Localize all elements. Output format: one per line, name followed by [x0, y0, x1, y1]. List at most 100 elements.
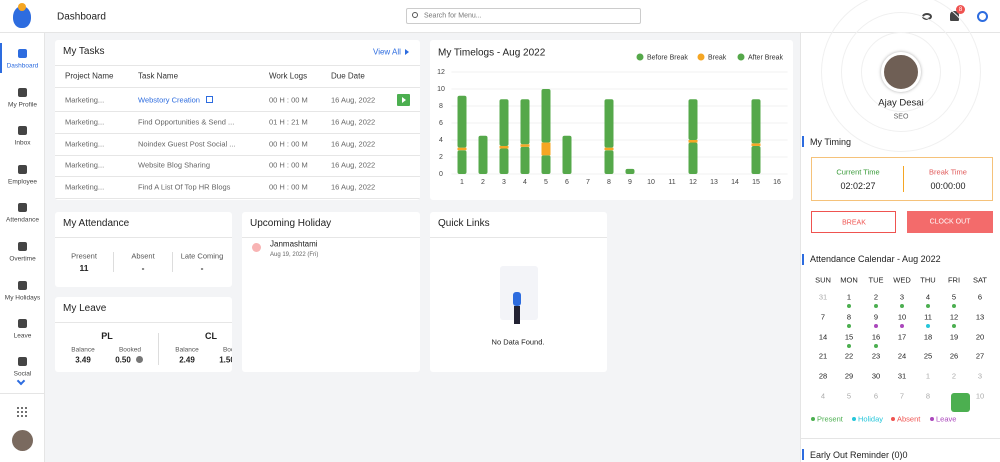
calendar-day[interactable]: 23: [871, 351, 881, 361]
nav-icon: [18, 203, 27, 212]
status-dot: [926, 323, 930, 328]
calendar-day[interactable]: 6: [873, 391, 879, 401]
calendar-day[interactable]: 8: [846, 312, 852, 322]
break-button[interactable]: BREAK: [811, 211, 896, 233]
nav-item[interactable]: Inbox: [0, 120, 45, 150]
status-dot: [847, 323, 851, 328]
status-dot: [847, 343, 851, 348]
calendar-day[interactable]: 12: [949, 312, 959, 322]
timelog-chart: My Timelogs - Aug 2022 Before Break Break A…: [437, 48, 788, 186]
calendar-day[interactable]: 2: [873, 292, 879, 302]
card-title: My Attendance: [63, 218, 130, 229]
nav-icon: [18, 88, 27, 97]
legend-dot: [891, 417, 895, 421]
calendar-day[interactable]: 8: [925, 391, 931, 401]
x-tick-label: 11: [668, 179, 675, 186]
nav-item[interactable]: Attendance: [0, 197, 45, 227]
user-avatar[interactable]: [12, 430, 33, 451]
calendar-day[interactable]: 4: [820, 391, 826, 401]
calendar-day[interactable]: 18: [923, 332, 933, 342]
x-tick-label: 6: [565, 179, 569, 186]
x-tick-label: 7: [586, 179, 590, 186]
tasks-card: My Tasks View All Project Name Task Name Wor…: [55, 40, 420, 200]
nav-item[interactable]: Leave: [0, 313, 45, 343]
nav-item[interactable]: My Profile: [0, 82, 45, 112]
row-divider: [55, 176, 420, 178]
calendar-day[interactable]: 16: [871, 332, 881, 342]
calendar-day[interactable]: 3: [899, 292, 905, 302]
nav-item[interactable]: Dashboard: [0, 43, 45, 73]
leave-type: PL: [101, 331, 113, 341]
calendar-day[interactable]: 9: [873, 312, 879, 322]
legend-label: Present: [817, 414, 843, 424]
calendar-day[interactable]: 3: [977, 371, 983, 381]
nav-item[interactable]: Social: [0, 351, 45, 381]
task-cell: Marketing...: [65, 95, 105, 105]
nav-label: Attendance: [6, 216, 39, 224]
chart-title: My Timelogs - Aug 2022: [438, 48, 546, 59]
balance-label: Balance: [71, 346, 95, 354]
status-dot: [926, 304, 930, 308]
attendance-value: -: [141, 263, 145, 273]
nav-item[interactable]: Overtime: [0, 236, 45, 266]
calendar-day[interactable]: 26: [949, 351, 959, 361]
view-all-link[interactable]: View All: [373, 47, 401, 57]
calendar-day[interactable]: 22: [844, 351, 854, 361]
calendar-day[interactable]: 21: [818, 351, 828, 361]
calendar-day[interactable]: 25: [923, 351, 933, 361]
calendar-day[interactable]: 14: [818, 332, 828, 342]
task-cell: 00 H : 00 M: [269, 139, 308, 149]
task-name[interactable]: Webstory Creation: [138, 95, 200, 105]
calendar-day[interactable]: 30: [871, 371, 881, 381]
calendar-day[interactable]: 15: [844, 332, 854, 342]
status-dot: [952, 304, 956, 308]
calendar-day[interactable]: 29: [844, 371, 854, 381]
nav-item[interactable]: Employee: [0, 159, 45, 189]
section-title: Early Out Reminder (0)0: [810, 450, 908, 460]
row-divider: [55, 154, 420, 156]
column-header: Due Date: [331, 71, 365, 81]
calendar-day[interactable]: 28: [818, 371, 828, 381]
divider: [801, 438, 1000, 439]
calendar-day[interactable]: 6: [977, 292, 983, 302]
bar-segment: [457, 147, 467, 151]
floating-action[interactable]: [951, 393, 970, 412]
calendar-day[interactable]: 10: [897, 312, 907, 322]
calendar-day[interactable]: 27: [975, 351, 985, 361]
play-button[interactable]: [397, 94, 410, 106]
attendance-label: Late Coming: [180, 251, 224, 261]
calendar-day[interactable]: 1: [925, 371, 931, 381]
calendar-day[interactable]: 10: [975, 391, 985, 401]
nav-item[interactable]: My Holidays: [0, 275, 45, 305]
calendar-day[interactable]: 4: [925, 292, 931, 302]
calendar-day[interactable]: 19: [949, 332, 959, 342]
calendar-day[interactable]: 2: [951, 371, 957, 381]
calendar-day[interactable]: 5: [951, 292, 957, 302]
calendar-day[interactable]: 24: [897, 351, 907, 361]
nav-label: Employee: [8, 178, 37, 186]
calendar-day[interactable]: 7: [899, 391, 905, 401]
nav-icon: [18, 49, 27, 58]
apps-dot: [25, 415, 27, 417]
bar-segment: [562, 135, 572, 174]
calendar-day[interactable]: 13: [975, 312, 985, 322]
calendar-day[interactable]: 20: [975, 332, 985, 342]
calendar-day[interactable]: 11: [924, 312, 932, 322]
chat-icon[interactable]: [977, 11, 988, 22]
external-link-icon: [206, 96, 213, 103]
search-box[interactable]: Search for Menu...: [406, 8, 641, 24]
calendar-day[interactable]: 7: [820, 312, 826, 322]
apps-dot: [21, 407, 23, 409]
calendar-day[interactable]: 31: [897, 371, 907, 381]
clock-out-button[interactable]: CLOCK OUT: [907, 211, 993, 233]
bar-segment: [604, 99, 614, 148]
calendar-day[interactable]: 31: [818, 292, 828, 302]
calendar-day[interactable]: 17: [897, 332, 907, 342]
legend-label: Absent: [897, 414, 921, 424]
nav-icon: [18, 126, 27, 135]
weekday: WED: [893, 275, 911, 285]
calendar-day[interactable]: 5: [846, 391, 852, 401]
calendar-day[interactable]: 1: [846, 292, 852, 302]
separator: [172, 252, 173, 272]
logo-accent: [18, 3, 26, 11]
